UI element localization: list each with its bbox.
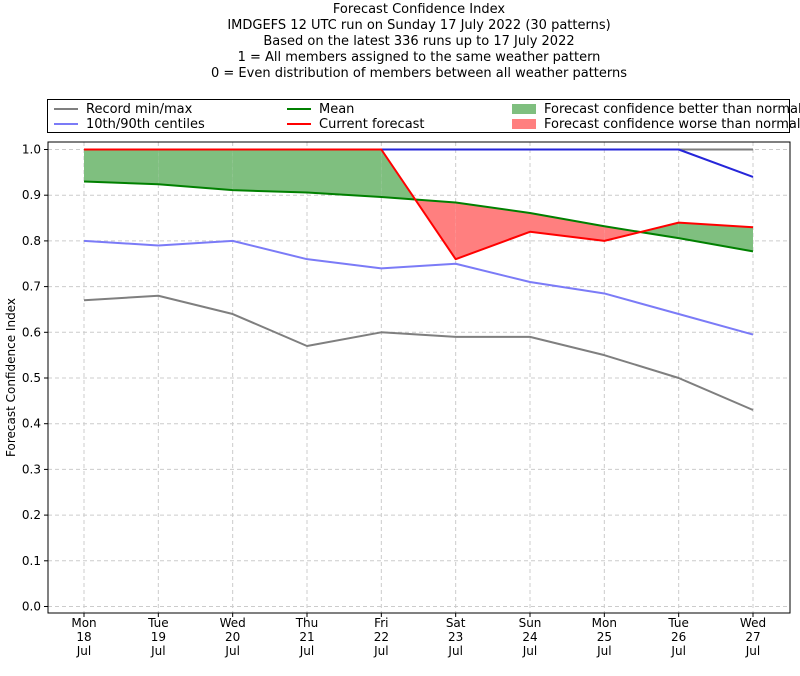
- x-tick-label: Tue 26 Jul: [667, 616, 689, 658]
- x-tick-label: Wed 20 Jul: [220, 616, 246, 658]
- legend: Record min/max 10th/90th centiles Mean C…: [47, 99, 800, 133]
- legend-swatch-worse: [512, 119, 536, 129]
- chart-subtitle-zero: 0 = Even distribution of members between…: [210, 66, 628, 81]
- legend-item-mean: Mean: [287, 101, 354, 117]
- y-tick-label: 0.8: [22, 234, 41, 248]
- better-than-normal-area: [232, 149, 307, 193]
- fill-layer: [84, 149, 753, 260]
- x-tick-label: Mon 18 Jul: [71, 616, 96, 658]
- x-tick-label: Fri 22 Jul: [373, 616, 389, 658]
- chart-subtitle-runs: Based on the latest 336 runs up to 17 Ju…: [263, 34, 575, 49]
- y-tick-label: 0.5: [22, 371, 41, 385]
- legend-label-current: Current forecast: [319, 116, 425, 132]
- x-tick-label: Sun 24 Jul: [519, 616, 542, 658]
- better-than-normal-area: [84, 149, 159, 185]
- y-tick-label: 0.2: [22, 508, 41, 522]
- current-forecast-line: [84, 148, 754, 261]
- record-min-line: [83, 294, 754, 411]
- legend-swatch-mean: [287, 108, 311, 110]
- line-layer: [83, 148, 754, 411]
- worse-than-normal-area: [455, 202, 530, 260]
- better-than-normal-area: [158, 149, 233, 191]
- y-tick-label: 0.0: [22, 600, 41, 614]
- y-axis-label: Forecast Confidence Index: [4, 298, 18, 457]
- legend-label-mean: Mean: [319, 101, 355, 117]
- y-tick-label: 1.0: [22, 143, 41, 157]
- legend-label-better: Forecast confidence better than normal: [544, 101, 800, 117]
- y-axis: 0.0 0.1 0.2 0.3 0.4 0.5 0.6 0.7 0.8 0.9 1.0: [22, 143, 48, 614]
- legend-swatch-better: [512, 104, 536, 114]
- better-than-normal-area: [307, 149, 382, 198]
- x-tick-label: Mon 25 Jul: [592, 616, 617, 658]
- better-than-normal-area: [640, 222, 679, 239]
- x-axis: Mon 18 Jul Tue 19 Jul Wed 20 Jul Thu 21 Jul Fri 22 Jul…: [71, 613, 766, 658]
- legend-item-current: Current forecast: [287, 116, 425, 132]
- legend-item-centiles: 10th/90th centiles: [54, 116, 205, 132]
- legend-label-record: Record min/max: [86, 101, 193, 117]
- x-tick-label: Sat 23 Jul: [446, 616, 466, 658]
- legend-swatch-current: [287, 123, 311, 125]
- chart-title: Forecast Confidence Index: [332, 2, 506, 17]
- y-tick-label: 0.7: [22, 280, 41, 294]
- y-tick-label: 0.6: [22, 325, 41, 339]
- legend-swatch-centiles: [54, 123, 78, 125]
- x-tick-label: Wed 27 Jul: [740, 616, 766, 658]
- y-tick-label: 0.1: [22, 554, 41, 568]
- legend-item-worse: Forecast confidence worse than normal: [512, 116, 800, 132]
- 10th-centile-line: [83, 239, 754, 336]
- legend-label-worse: Forecast confidence worse than normal: [544, 116, 800, 132]
- legend-item-better: Forecast confidence better than normal: [512, 101, 800, 117]
- worse-than-normal-area: [604, 226, 641, 241]
- x-tick-label: Tue 19 Jul: [147, 616, 169, 658]
- chart-subtitle-run: IMDGEFS 12 UTC run on Sunday 17 July 202…: [227, 18, 611, 33]
- y-tick-label: 0.3: [22, 462, 41, 476]
- legend-item-record: Record min/max: [54, 101, 192, 117]
- better-than-normal-area: [678, 222, 753, 252]
- chart-title-block: Forecast Confidence Index IMDGEFS 12 UTC…: [0, 2, 800, 82]
- x-tick-label: Thu 21 Jul: [295, 616, 319, 658]
- legend-label-centiles: 10th/90th centiles: [86, 116, 205, 132]
- chart-subtitle-one: 1 = All members assigned to the same wea…: [237, 50, 601, 65]
- y-tick-label: 0.4: [22, 417, 41, 431]
- y-tick-label: 0.9: [22, 188, 41, 202]
- legend-swatch-record: [54, 108, 78, 110]
